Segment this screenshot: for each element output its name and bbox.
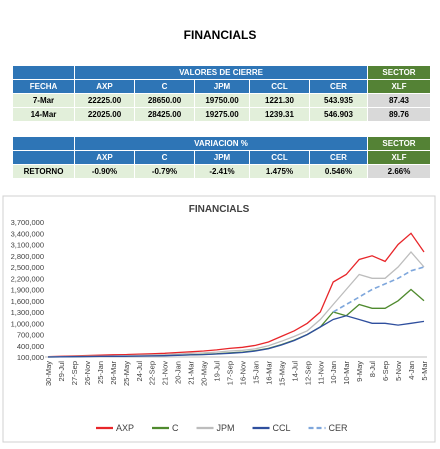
column-header: AXP (75, 151, 134, 164)
x-tick-label: 29-Jul (57, 361, 66, 382)
group-title: VARIACION % (75, 137, 367, 150)
y-tick-label: 3,100,000 (11, 241, 44, 250)
legend-label: CER (329, 423, 349, 433)
header-cell (13, 137, 74, 150)
y-tick-label: 1,900,000 (11, 286, 44, 295)
legend-label: JPM (217, 423, 235, 433)
page-title: FINANCIALS (183, 28, 257, 42)
group-title: VALORES DE CIERRE (75, 66, 367, 79)
table-cell: 87.43 (368, 94, 430, 107)
table-cell: 19750.00 (195, 94, 249, 107)
x-tick-label: 25-Jan (96, 361, 105, 384)
y-tick-label: 1,600,000 (11, 297, 44, 306)
column-header: AXP (75, 80, 134, 93)
y-tick-label: 3,400,000 (11, 229, 44, 238)
x-tick-label: 27-Sep (70, 361, 79, 385)
x-tick-label: 17-Sep (226, 361, 235, 385)
table-cell: RETORNO (13, 165, 74, 178)
column-header: C (135, 80, 194, 93)
table-cell: -0.90% (75, 165, 134, 178)
column-header: FECHA (13, 80, 74, 93)
table-cell: -0.79% (135, 165, 194, 178)
x-tick-label: 16-Nov (238, 361, 247, 385)
x-tick-label: 24-Jul (135, 361, 144, 382)
table-cell: 28425.00 (135, 108, 194, 121)
table-cell: 22025.00 (75, 108, 134, 121)
y-tick-label: 1,300,000 (11, 308, 44, 317)
x-tick-label: 8-Jul (368, 361, 377, 378)
legend-label: C (172, 423, 179, 433)
sector-title: SECTOR (368, 66, 430, 79)
series-line (332, 266, 425, 313)
x-tick-label: 5-Nov (394, 361, 403, 381)
table-cell: 546.903 (310, 108, 367, 121)
x-tick-label: 22-Sep (148, 361, 157, 385)
x-tick-label: 10-Mar (342, 361, 351, 385)
x-tick-label: 11-Nov (316, 361, 325, 385)
y-tick-label: 100,000 (17, 353, 44, 362)
series-line (47, 232, 425, 358)
column-header: CER (310, 151, 367, 164)
x-tick-label: 25-May (122, 361, 131, 386)
y-tick-label: 1,000,000 (11, 319, 44, 328)
column-header: XLF (368, 151, 430, 164)
column-header: C (135, 151, 194, 164)
column-header: CCL (250, 151, 309, 164)
series-line (47, 315, 425, 358)
y-tick-label: 3,700,000 (11, 218, 44, 227)
x-tick-label: 9-May (355, 361, 364, 382)
x-tick-label: 5-Mar (420, 361, 429, 381)
x-tick-label: 19-Jul (213, 361, 222, 382)
table-cell: 2.66% (368, 165, 430, 178)
table-cell: 89.76 (368, 108, 430, 121)
x-tick-label: 21-Nov (161, 361, 170, 385)
column-header: CCL (250, 80, 309, 93)
sector-title: SECTOR (368, 137, 430, 150)
legend-label: AXP (116, 423, 134, 433)
header-cell (13, 66, 74, 79)
table-cell: 19275.00 (195, 108, 249, 121)
x-tick-label: 15-May (277, 361, 286, 386)
y-tick-label: 2,200,000 (11, 274, 44, 283)
x-tick-label: 6-Sep (381, 361, 390, 381)
y-tick-label: 700,000 (17, 331, 44, 340)
x-tick-label: 16-Mar (264, 361, 273, 385)
header-cell (13, 151, 74, 164)
table-cell: 0.546% (310, 165, 367, 178)
legend-label: CCL (273, 423, 291, 433)
column-header: JPM (195, 80, 249, 93)
x-tick-label: 20-Jan (174, 361, 183, 384)
x-tick-label: 15-Jan (251, 361, 260, 384)
x-tick-label: 21-Mar (187, 361, 196, 385)
x-tick-label: 12-Sep (303, 361, 312, 385)
y-tick-label: 2,800,000 (11, 252, 44, 261)
y-tick-label: 2,500,000 (11, 263, 44, 272)
column-header: JPM (195, 151, 249, 164)
x-tick-label: 20-May (200, 361, 209, 386)
table-cell: 28650.00 (135, 94, 194, 107)
table-cell: 543.935 (310, 94, 367, 107)
table-cell: 14-Mar (13, 108, 74, 121)
x-tick-label: 26-Mar (109, 361, 118, 385)
column-header: XLF (368, 80, 430, 93)
table-cell: 1239.31 (250, 108, 309, 121)
x-tick-label: 10-Jan (329, 361, 338, 384)
table-cell: 1221.30 (250, 94, 309, 107)
y-tick-label: 400,000 (17, 342, 44, 351)
table-cell: 22225.00 (75, 94, 134, 107)
column-header: CER (310, 80, 367, 93)
table-cell: 1.475% (250, 165, 309, 178)
table-cell: 7-Mar (13, 94, 74, 107)
x-tick-label: 26-Nov (83, 361, 92, 385)
chart-title: FINANCIALS (189, 204, 250, 215)
chart-frame (2, 195, 436, 443)
table-cell: -2.41% (195, 165, 249, 178)
x-tick-label: 30-May (44, 361, 53, 386)
x-tick-label: 4-Jan (407, 361, 416, 380)
x-tick-label: 14-Jul (290, 361, 299, 382)
